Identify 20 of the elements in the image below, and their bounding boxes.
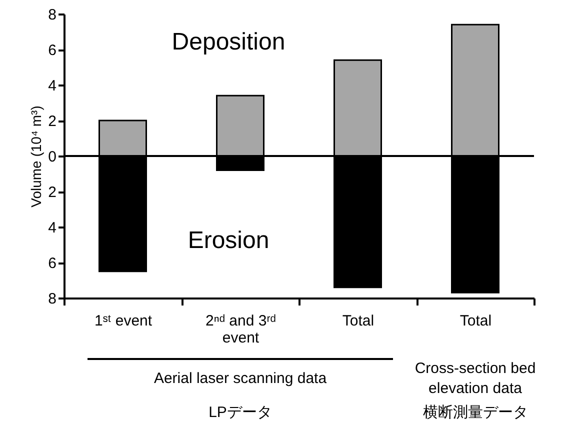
text: Cross-section bed elevation data [414, 360, 536, 397]
series-label: Deposition [172, 28, 286, 56]
y-tick-label: 2 [48, 113, 56, 130]
y-tick-label: 6 [48, 42, 56, 59]
y-tick-label: 8 [48, 6, 56, 24]
x-tick-label: 1ˢᵗ event [94, 312, 153, 330]
x-tick-label: Total [460, 312, 492, 330]
y-tick-label: 4 [48, 220, 56, 236]
x-tick-label: Total [342, 312, 374, 330]
y-tick-label: 4 [48, 78, 56, 94]
text: 横断測量データ [422, 404, 528, 421]
text: LPデータ [208, 404, 272, 421]
y-tick-label: 6 [48, 255, 56, 272]
y-axis-title: Volume (10⁴ m³) [28, 106, 44, 208]
x-tick-label: 2ⁿᵈ and 3ʳᵈ event [206, 312, 276, 346]
text: Aerial laser scanning data [154, 370, 328, 387]
y-tick-label: 8 [48, 290, 56, 308]
y-tick-label: 0 [48, 148, 56, 166]
y-tick-label: 2 [48, 184, 56, 201]
series-label: Erosion [188, 227, 270, 254]
